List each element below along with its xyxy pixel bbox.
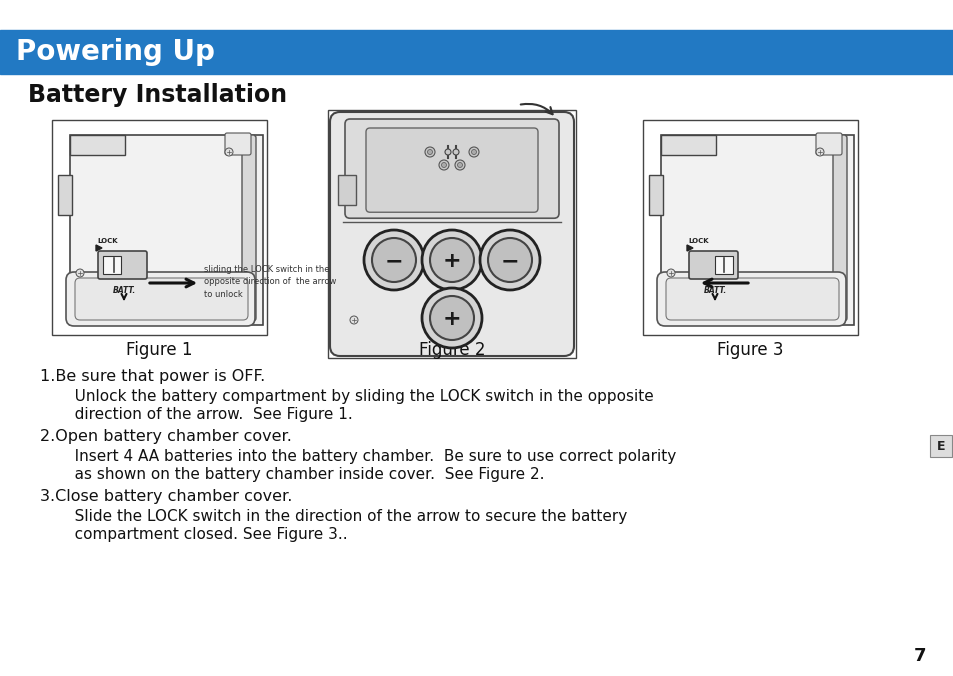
Text: sliding the LOCK switch in the
opposite direction of  the arrow
to unlock: sliding the LOCK switch in the opposite …	[204, 265, 336, 299]
Circle shape	[430, 296, 474, 340]
FancyBboxPatch shape	[98, 251, 147, 279]
Text: Insert 4 AA batteries into the battery chamber.  Be sure to use correct polarity: Insert 4 AA batteries into the battery c…	[60, 450, 676, 464]
Bar	[0, 30, 953, 74]
Circle shape	[372, 238, 416, 282]
Circle shape	[421, 288, 481, 348]
Text: Powering Up: Powering Up	[16, 38, 214, 66]
Circle shape	[350, 316, 357, 324]
Polygon shape	[96, 245, 102, 251]
Text: 2.Open battery chamber cover.: 2.Open battery chamber cover.	[40, 429, 292, 445]
Text: Battery Installation: Battery Installation	[28, 83, 287, 107]
FancyBboxPatch shape	[225, 133, 251, 155]
Text: BATT.: BATT.	[112, 286, 135, 295]
Text: Figure 2: Figure 2	[418, 341, 485, 359]
Bar	[660, 135, 716, 155]
FancyBboxPatch shape	[665, 278, 838, 320]
Bar	[58, 175, 71, 215]
FancyBboxPatch shape	[366, 128, 537, 212]
Circle shape	[427, 149, 432, 155]
Text: −: −	[500, 251, 518, 271]
Circle shape	[430, 238, 474, 282]
Circle shape	[421, 230, 481, 290]
FancyBboxPatch shape	[66, 272, 254, 326]
Text: −: −	[384, 251, 403, 271]
Bar	[103, 256, 121, 274]
FancyBboxPatch shape	[75, 278, 248, 320]
Circle shape	[225, 148, 233, 156]
Circle shape	[438, 160, 449, 170]
FancyBboxPatch shape	[242, 135, 255, 321]
Bar	[714, 256, 732, 274]
Text: 7: 7	[913, 647, 925, 665]
Bar	[929, 435, 951, 457]
Bar	[70, 135, 263, 325]
Text: 1.Be sure that power is OFF.: 1.Be sure that power is OFF.	[40, 370, 265, 385]
Circle shape	[444, 149, 451, 155]
Circle shape	[441, 162, 446, 168]
Bar	[660, 135, 853, 325]
Bar	[328, 110, 576, 358]
Text: BATT.: BATT.	[702, 286, 726, 295]
Circle shape	[364, 230, 423, 290]
FancyBboxPatch shape	[688, 251, 738, 279]
Circle shape	[479, 230, 539, 290]
Circle shape	[455, 160, 464, 170]
Circle shape	[666, 269, 675, 277]
Circle shape	[488, 238, 532, 282]
Circle shape	[424, 147, 435, 157]
FancyBboxPatch shape	[330, 112, 574, 356]
Text: LOCK: LOCK	[97, 238, 117, 244]
FancyBboxPatch shape	[815, 133, 841, 155]
Bar	[337, 175, 355, 205]
Circle shape	[471, 149, 476, 155]
Text: Figure 1: Figure 1	[126, 341, 193, 359]
Text: Figure 3: Figure 3	[716, 341, 782, 359]
Bar	[70, 135, 125, 155]
Circle shape	[453, 149, 458, 155]
Circle shape	[469, 147, 478, 157]
Text: compartment closed. See Figure 3..: compartment closed. See Figure 3..	[60, 527, 347, 541]
Bar	[648, 175, 662, 215]
Text: +: +	[442, 251, 461, 271]
Text: LOCK: LOCK	[687, 238, 708, 244]
Text: as shown on the battery chamber inside cover.  See Figure 2.: as shown on the battery chamber inside c…	[60, 466, 544, 481]
FancyBboxPatch shape	[345, 119, 558, 218]
Text: Slide the LOCK switch in the direction of the arrow to secure the battery: Slide the LOCK switch in the direction o…	[60, 510, 626, 525]
Bar	[52, 120, 267, 335]
FancyBboxPatch shape	[832, 135, 846, 321]
Text: direction of the arrow.  See Figure 1.: direction of the arrow. See Figure 1.	[60, 406, 353, 422]
Bar	[642, 120, 857, 335]
Circle shape	[815, 148, 823, 156]
FancyBboxPatch shape	[657, 272, 845, 326]
Polygon shape	[686, 245, 692, 251]
Circle shape	[76, 269, 84, 277]
Text: 3.Close battery chamber cover.: 3.Close battery chamber cover.	[40, 489, 292, 504]
Text: Unlock the battery compartment by sliding the LOCK switch in the opposite: Unlock the battery compartment by slidin…	[60, 389, 653, 404]
Circle shape	[457, 162, 462, 168]
Text: +: +	[442, 309, 461, 329]
Text: E: E	[936, 439, 944, 452]
